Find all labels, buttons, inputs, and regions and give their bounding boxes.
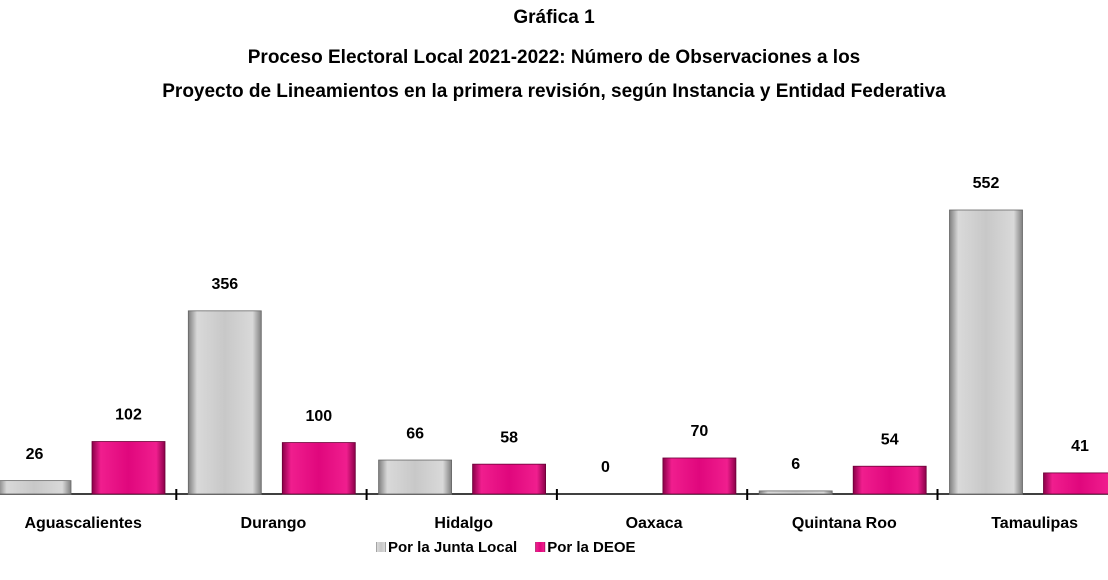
data-label: 66 bbox=[406, 425, 424, 442]
data-label: 26 bbox=[26, 446, 44, 463]
bar bbox=[187, 310, 262, 495]
bar bbox=[0, 480, 72, 495]
data-label: 102 bbox=[115, 407, 142, 424]
bar bbox=[472, 463, 547, 495]
x-tick-label: Quintana Roo bbox=[792, 515, 897, 532]
x-tick-label: Aguascalientes bbox=[24, 515, 141, 532]
legend-swatch bbox=[535, 542, 546, 552]
chart-subtitle: Proyecto de Lineamientos en la primera r… bbox=[162, 81, 946, 102]
bar bbox=[281, 442, 356, 495]
x-tick-label: Durango bbox=[241, 515, 307, 532]
bar bbox=[852, 465, 927, 495]
data-label: 54 bbox=[881, 431, 899, 448]
data-label: 41 bbox=[1071, 438, 1089, 455]
chart-subtitle: Proceso Electoral Local 2021-2022: Númer… bbox=[248, 47, 861, 68]
bar bbox=[1043, 472, 1108, 495]
chart-title: Gráfica 1 bbox=[513, 7, 595, 28]
x-tick-label: Tamaulipas bbox=[991, 515, 1078, 532]
data-label: 6 bbox=[791, 456, 800, 473]
data-label: 100 bbox=[305, 408, 332, 425]
bar bbox=[949, 209, 1023, 495]
data-label: 0 bbox=[601, 459, 610, 476]
bar bbox=[662, 457, 737, 495]
bar bbox=[91, 441, 166, 495]
x-tick-label: Hidalgo bbox=[434, 515, 493, 532]
data-label: 70 bbox=[691, 423, 709, 440]
legend-swatch bbox=[376, 542, 386, 552]
x-tick-label: Oaxaca bbox=[626, 515, 683, 532]
data-label: 552 bbox=[973, 175, 1000, 192]
legend-label: Por la DEOE bbox=[547, 539, 635, 556]
bar bbox=[758, 490, 833, 495]
data-label: 58 bbox=[500, 429, 518, 446]
legend-label: Por la Junta Local bbox=[388, 539, 517, 556]
data-label: 356 bbox=[211, 276, 238, 293]
bar bbox=[378, 459, 453, 495]
